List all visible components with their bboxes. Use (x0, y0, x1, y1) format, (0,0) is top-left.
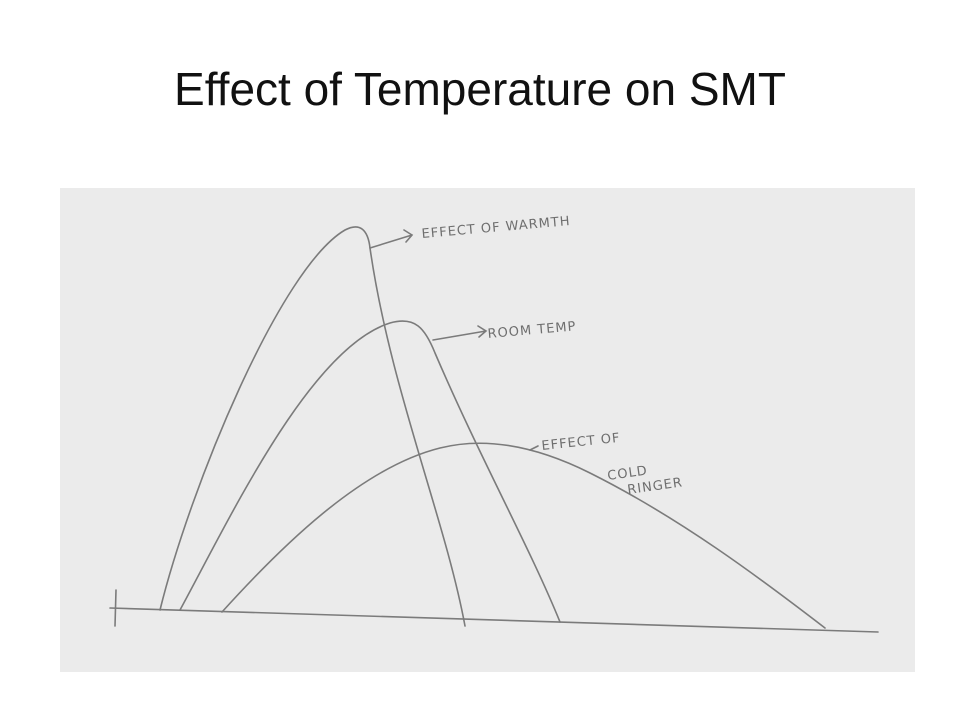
cold-curve (221, 442, 826, 629)
axis-tick (114, 589, 117, 627)
baseline (109, 607, 879, 633)
warmth-curve (159, 226, 466, 627)
sketch: EFFECT OF WARMTH ROOM TEMP EFFECT OF COL… (60, 188, 915, 672)
slide-title: Effect of Temperature on SMT (174, 63, 786, 115)
arrow (432, 325, 488, 341)
arrow (369, 229, 414, 249)
arrow (529, 445, 539, 451)
label: COLD (606, 463, 648, 483)
paper (60, 188, 915, 672)
room-temp-curve (179, 320, 561, 623)
